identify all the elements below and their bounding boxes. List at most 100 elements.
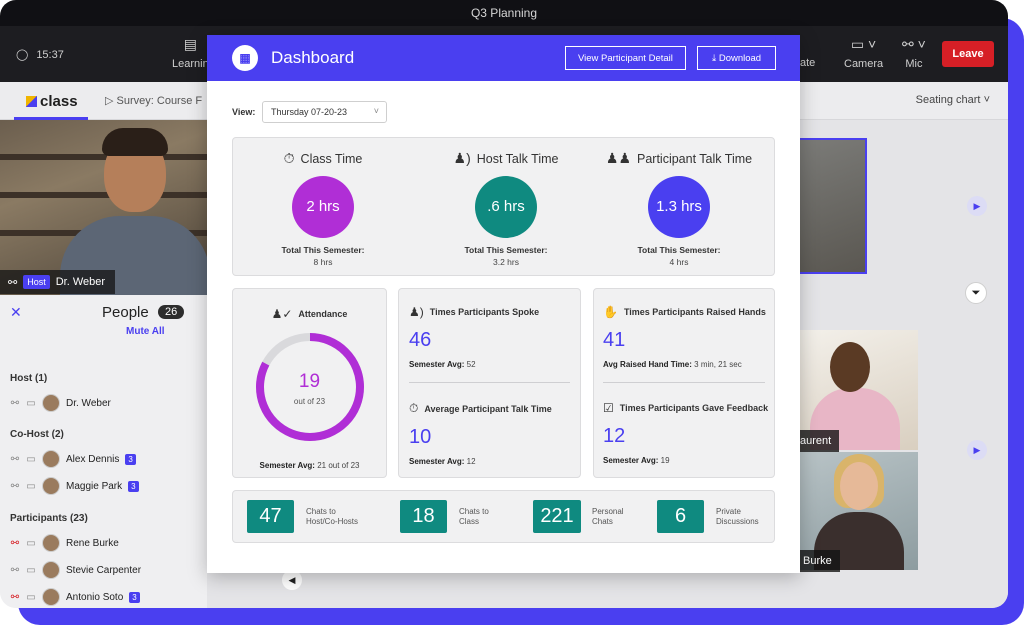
chevron-down-icon: ˅ <box>373 106 379 116</box>
download-button[interactable]: ⤓ Download <box>697 46 777 70</box>
feedback-label: Times Participants Gave Feedback <box>619 403 769 413</box>
avatar <box>42 588 60 606</box>
camera-icon[interactable]: ▭ <box>26 537 36 549</box>
avg-talk-stat: ⏱ Average Participant Talk Time 10 Semest… <box>409 401 552 466</box>
participant-talk-time-circle: 1.3 hrs <box>648 176 710 238</box>
raised-hands-value: 41 <box>603 329 626 351</box>
list-item[interactable]: ⚯ ▭ Antonio Soto 3 <box>10 586 200 608</box>
seating-chart-dropdown[interactable]: Seating chart ˅ <box>916 94 990 106</box>
leave-button[interactable]: Leave <box>942 41 994 67</box>
camera-button[interactable]: ▭ ˅ Camera <box>844 36 883 70</box>
dashboard-icon: ▦ <box>232 45 258 71</box>
class-time-stat: ⏱ Class Time 2 hrs Total This Semester: 8… <box>233 150 413 267</box>
camera-icon[interactable]: ▭ <box>26 564 36 576</box>
list-item[interactable]: ⚯ ▭ Rene Burke <box>10 532 200 554</box>
times-spoke-sub-value: 52 <box>466 360 476 369</box>
avatar <box>42 450 60 468</box>
mic-icon[interactable]: ⚯ <box>10 453 20 465</box>
participant-talk-time-title: ♟♟ Participant Talk Time <box>589 150 769 167</box>
list-item[interactable]: ⚯ ▭ Dr. Weber <box>10 392 200 414</box>
attendance-value: 19 <box>298 371 321 392</box>
mic-muted-icon[interactable]: ⚯ <box>10 591 20 603</box>
class-logo[interactable]: class <box>26 93 78 110</box>
video-tile[interactable] <box>797 138 867 274</box>
feedback-sub-value: 19 <box>660 456 670 465</box>
raised-hands-sub: Avg Raised Hand Time: 3 min, 21 sec <box>603 360 766 369</box>
camera-icon[interactable]: ▭ <box>26 453 36 465</box>
next-page-icon[interactable]: ▶ <box>967 440 987 460</box>
video-tile[interactable] <box>800 452 918 570</box>
private-discussions-line1: Private <box>716 507 741 516</box>
camera-icon[interactable]: ▭ <box>26 397 36 409</box>
host-video-tile[interactable]: ⚯ Host Dr. Weber <box>0 120 207 295</box>
list-item[interactable]: ⚯ ▭ Alex Dennis 3 <box>10 448 200 470</box>
view-date-select[interactable]: Thursday 07-20-23 ˅ <box>262 101 387 123</box>
close-icon[interactable]: ✕ <box>10 304 22 320</box>
mic-icon[interactable]: ⚯ <box>10 480 20 492</box>
learning-button[interactable]: ▤ Learnin <box>172 36 209 70</box>
mic-button[interactable]: ⚯ ˅ Mic <box>902 36 926 70</box>
meeting-timer: ◯ 15:37 <box>16 48 64 62</box>
chat-count-badge[interactable]: 3 <box>125 453 136 465</box>
times-spoke-label: Times Participants Spoke <box>429 307 540 317</box>
camera-icon[interactable]: ▭ <box>26 480 36 492</box>
stopwatch-icon: ⏱ <box>409 401 419 415</box>
chat-count-badge[interactable]: 3 <box>128 480 139 492</box>
list-item[interactable]: ⚯ ▭ Stevie Carpenter <box>10 559 200 581</box>
list-item[interactable]: ⚯ ▭ Maggie Park 3 <box>10 475 200 497</box>
mic-icon[interactable]: ⚯ <box>10 564 20 576</box>
chat-count-badge[interactable]: 3 <box>129 591 140 603</box>
toolbar-item-partial[interactable]: ​ ate <box>800 36 815 69</box>
avg-talk-sub-value: 12 <box>466 457 476 466</box>
mic-icon: ⚯ ˅ <box>902 36 926 52</box>
private-discussions-label: Private Discussions <box>716 507 759 527</box>
thumbs-up-icon: ☑ <box>603 401 614 415</box>
video-tile[interactable] <box>800 330 918 450</box>
participant-figure-head <box>830 342 870 392</box>
engagement-stats-panel: ✋ Times Participants Raised Hands 41 Avg … <box>593 288 775 478</box>
chat-stats-panel: 47 Chats to Host/Co-Hosts 18 Chats to Clas… <box>232 490 775 543</box>
participant-talk-semester-label: Total This Semester: <box>637 245 721 255</box>
view-participant-detail-button[interactable]: View Participant Detail <box>565 46 686 70</box>
collapse-icon[interactable]: ⏷ <box>965 282 987 304</box>
mute-all-button[interactable]: Mute All <box>126 326 165 337</box>
participant-name-tag: Burke <box>795 550 840 572</box>
host-name-tag: ⚯ Host Dr. Weber <box>0 270 116 294</box>
next-page-icon[interactable]: ▶ <box>967 196 987 216</box>
private-discussions-value: 6 <box>657 500 704 533</box>
chats-class-value: 18 <box>400 500 447 533</box>
mic-muted-icon[interactable]: ⚯ <box>10 537 20 549</box>
people-count-badge: 26 <box>158 305 185 319</box>
raised-hands-sub-value: 3 min, 21 sec <box>694 360 742 369</box>
camera-icon[interactable]: ▭ <box>26 591 36 603</box>
partial-label: ate <box>800 57 816 69</box>
host-talk-time-label: Host Talk Time <box>476 151 559 166</box>
participant-talk-time-label: Participant Talk Time <box>637 151 753 166</box>
host-badge: Host <box>23 275 50 289</box>
raised-hands-sub-label: Avg Raised Hand Time: <box>603 360 692 369</box>
mic-icon[interactable]: ⚯ <box>10 397 20 409</box>
stopwatch-icon: ⏱ <box>283 150 295 166</box>
people-panel: ✕ People 26 Mute All Host (1) ⚯ ▭ Dr. We… <box>0 295 207 608</box>
generic-icon: ​ <box>800 36 815 52</box>
attendance-out-of: out of 23 <box>293 397 326 406</box>
attendance-panel: ♟✓ Attendance 19 out of 23 Semester Avg:… <box>232 288 387 478</box>
elapsed-time: 15:37 <box>36 48 64 61</box>
avg-talk-sub-label: Semester Avg: <box>409 457 465 466</box>
speaking-person-icon: ♟) <box>409 305 424 319</box>
collapse-panel-icon[interactable]: ◀ <box>282 570 302 590</box>
host-figure-hair <box>102 128 168 156</box>
bookshelf <box>0 154 207 160</box>
participant-talk-semester-value: 4 hrs <box>669 257 689 267</box>
attendance-ring <box>256 333 364 441</box>
class-time-circle: 2 hrs <box>292 176 354 238</box>
personal-chats-label: Personal Chats <box>592 507 624 527</box>
attendance-title: ♟✓ Attendance <box>233 307 386 321</box>
view-date-value: Thursday 07-20-23 <box>271 107 348 117</box>
camera-icon: ▭ ˅ <box>850 36 877 52</box>
participant-figure-head <box>840 462 878 510</box>
feedback-sub: Semester Avg: 19 <box>603 456 768 465</box>
personal-chats-value: 221 <box>533 500 581 533</box>
view-label: View: <box>232 107 256 117</box>
tab-survey[interactable]: ▷ Survey: Course F <box>105 94 202 107</box>
